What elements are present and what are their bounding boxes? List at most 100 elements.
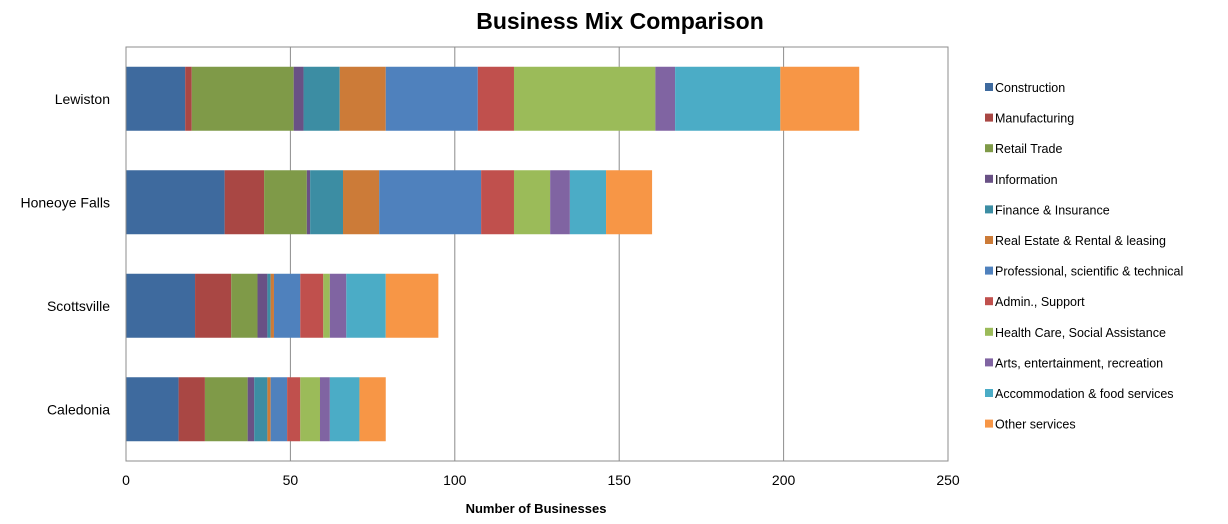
bar-segment xyxy=(319,377,330,442)
legend-label: Professional, scientific & technical xyxy=(995,265,1183,279)
bar-segment xyxy=(126,273,196,338)
legend-swatch xyxy=(985,266,993,275)
legend-swatch xyxy=(985,174,993,183)
legend: Construction Manufacturing Retail Trade Inf… xyxy=(985,81,1183,432)
legend-swatch xyxy=(985,83,993,91)
x-tick-label: 200 xyxy=(772,472,796,488)
category-label: Scottsville xyxy=(47,298,110,314)
bar-segment xyxy=(379,170,482,235)
bar-segment xyxy=(300,377,320,442)
bar-segment xyxy=(191,66,294,131)
x-axis-title: Number of Businesses xyxy=(466,501,607,516)
bar-segment xyxy=(343,170,380,235)
x-tick-label: 0 xyxy=(122,472,130,488)
legend-swatch xyxy=(985,327,993,336)
bar-segment xyxy=(185,66,192,131)
bar-segment xyxy=(655,66,676,131)
legend-label: Manufacturing xyxy=(995,112,1074,126)
bar-segment xyxy=(606,170,653,235)
bar-segment xyxy=(204,377,248,442)
legend-item: Other services xyxy=(985,418,1076,432)
bar-segment xyxy=(780,66,860,131)
legend-item: Finance & Insurance xyxy=(985,203,1110,217)
bar-segment xyxy=(550,170,570,235)
bar-segment xyxy=(247,377,255,442)
legend-label: Arts, entertainment, recreation xyxy=(995,356,1163,370)
bar-segment xyxy=(385,273,439,338)
bar-segment xyxy=(254,377,268,442)
legend-swatch xyxy=(985,113,993,122)
bar-segment xyxy=(224,170,265,235)
bar-segment xyxy=(569,170,607,235)
bar-segment xyxy=(126,170,225,235)
bar-segment xyxy=(339,66,386,131)
bar-segment xyxy=(264,170,307,235)
bar-segment xyxy=(270,377,288,442)
bar-segment xyxy=(257,273,268,338)
legend-item: Accommodation & food services xyxy=(985,387,1174,401)
x-tick-label: 100 xyxy=(443,472,467,488)
legend-item: Construction xyxy=(985,81,1065,95)
legend-item: Admin., Support xyxy=(985,295,1085,309)
legend-label: Retail Trade xyxy=(995,142,1062,156)
bar-segment xyxy=(359,377,386,442)
legend-label: Health Care, Social Assistance xyxy=(995,326,1166,340)
bar-segment xyxy=(178,377,205,442)
bar-segment xyxy=(513,170,551,235)
bar-segment xyxy=(267,273,271,338)
category-label: Honeoye Falls xyxy=(21,194,111,210)
bar-segment xyxy=(323,273,330,338)
bar-segment xyxy=(310,170,344,235)
bar-segment xyxy=(513,66,656,131)
chart-title: Business Mix Comparison xyxy=(476,8,764,34)
legend-swatch xyxy=(985,419,993,428)
bar-segment xyxy=(481,170,514,235)
legend-swatch xyxy=(985,144,993,153)
category-label: Lewiston xyxy=(55,91,110,107)
x-tick-label: 50 xyxy=(283,472,299,488)
bar-segment xyxy=(287,377,301,442)
legend-label: Information xyxy=(995,173,1058,187)
legend-swatch xyxy=(985,297,993,306)
x-tick-label: 250 xyxy=(936,472,960,488)
bar-segment xyxy=(231,273,258,338)
legend-label: Admin., Support xyxy=(995,295,1085,309)
bar-segment xyxy=(306,170,311,235)
bar-segment xyxy=(385,66,478,131)
plot-area-border xyxy=(125,46,949,462)
bar-segment xyxy=(300,273,324,338)
category-label: Caledonia xyxy=(47,401,110,417)
legend-label: Accommodation & food services xyxy=(995,387,1174,401)
legend-label: Other services xyxy=(995,418,1076,432)
legend-item: Retail Trade xyxy=(985,142,1062,156)
legend-item: Information xyxy=(985,173,1058,187)
axes: 0 50 100 150 200 250 Lewiston Honeoye Falls Scot… xyxy=(21,46,960,488)
bar-segment xyxy=(126,377,179,442)
legend-item: Arts, entertainment, recreation xyxy=(985,356,1163,370)
bars xyxy=(126,66,860,442)
bar-segment xyxy=(195,273,232,338)
legend-item: Manufacturing xyxy=(985,112,1074,126)
bar-segment xyxy=(303,66,340,131)
legend-item: Real Estate & Rental & leasing xyxy=(985,234,1166,248)
bar-segment xyxy=(273,273,301,338)
bar-segment xyxy=(270,273,274,338)
bar-segment xyxy=(126,66,186,131)
x-tick-label: 150 xyxy=(608,472,632,488)
bar-segment xyxy=(477,66,514,131)
bar-segment xyxy=(329,273,347,338)
bar-segment xyxy=(346,273,386,338)
legend-swatch xyxy=(985,358,993,367)
legend-label: Finance & Insurance xyxy=(995,203,1110,217)
bar-segment xyxy=(675,66,781,131)
legend-label: Real Estate & Rental & leasing xyxy=(995,234,1166,248)
legend-swatch xyxy=(985,389,993,397)
legend-swatch xyxy=(985,236,993,244)
bar-segment xyxy=(293,66,304,131)
legend-swatch xyxy=(985,205,993,214)
bar-segment xyxy=(329,377,360,442)
legend-item: Professional, scientific & technical xyxy=(985,265,1183,279)
legend-label: Construction xyxy=(995,81,1065,95)
